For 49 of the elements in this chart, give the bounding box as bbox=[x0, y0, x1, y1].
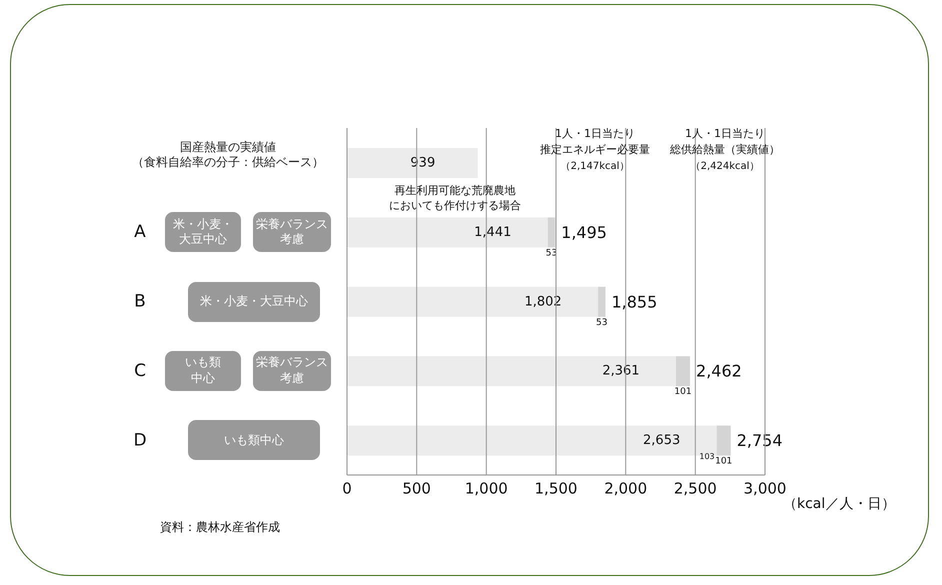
x-tick-label: 1,500 bbox=[534, 480, 578, 498]
x-tick-label: 1,000 bbox=[464, 480, 508, 498]
total-label: 1,855 bbox=[611, 292, 658, 312]
annotation: （2,147kcal） bbox=[560, 160, 630, 172]
annotation: 103 bbox=[699, 452, 715, 461]
x-axis-title: （kcal／人・日） bbox=[783, 496, 896, 513]
y-tick-label: 国産熱量の実績値（食料自給率の分子：供給ベース） bbox=[132, 140, 324, 170]
text: 資料：農林水産省作成 bbox=[159, 520, 281, 536]
annotation: 再生利用可能な荒廃農地 bbox=[394, 184, 516, 198]
label-box: いも類中心 bbox=[188, 420, 320, 460]
annotation: 総供給熱量（実績値） bbox=[670, 142, 780, 156]
label-box: 米・小麦・ 大豆中心 bbox=[165, 212, 241, 252]
annotation: （2,424kcal） bbox=[690, 160, 760, 172]
annotation: においても作付けする場合 bbox=[388, 198, 522, 214]
label-box: 米・小麦・大豆中心 bbox=[188, 282, 320, 322]
bar bbox=[347, 217, 548, 248]
total-label: 2,462 bbox=[696, 362, 742, 381]
data-label: 1,802 bbox=[524, 294, 562, 310]
bar bbox=[676, 356, 690, 386]
bar bbox=[598, 286, 606, 317]
x-tick-label: 2,500 bbox=[674, 480, 717, 498]
data-label: 101 bbox=[674, 387, 692, 398]
y-tick-label: C bbox=[134, 360, 146, 381]
data-label: 101 bbox=[715, 456, 732, 467]
data-label: 53 bbox=[596, 318, 608, 328]
bar bbox=[347, 286, 598, 317]
annotation: 推定エネルギー必要量 bbox=[540, 142, 650, 156]
bar bbox=[347, 148, 478, 178]
y-tick-label: B bbox=[134, 292, 146, 312]
data-label: 2,653 bbox=[643, 433, 680, 448]
data-label: 939 bbox=[410, 156, 436, 170]
label-box: 栄養バランス 考慮 bbox=[253, 350, 331, 391]
x-tick-label: 0 bbox=[342, 480, 352, 498]
x-tick-label: 2,000 bbox=[604, 480, 648, 498]
total-label: 2,754 bbox=[736, 431, 783, 450]
x-tick-label: 500 bbox=[402, 480, 431, 498]
y-tick-label: A bbox=[134, 222, 146, 242]
bar bbox=[716, 426, 731, 456]
bar bbox=[548, 217, 556, 248]
bar bbox=[347, 356, 676, 386]
y-tick-label: D bbox=[133, 430, 147, 450]
data-label: 1,441 bbox=[474, 224, 512, 240]
label-box: いも類 中心 bbox=[165, 350, 241, 391]
total-label: 1,495 bbox=[561, 222, 607, 242]
x-tick-label: 3,000 bbox=[744, 480, 786, 498]
data-label: 2,361 bbox=[602, 364, 640, 379]
annotation: 1人・1日当たり bbox=[685, 126, 765, 140]
label-box: 栄養バランス 考慮 bbox=[253, 212, 331, 252]
annotation: 1人・1日当たり bbox=[555, 126, 635, 140]
